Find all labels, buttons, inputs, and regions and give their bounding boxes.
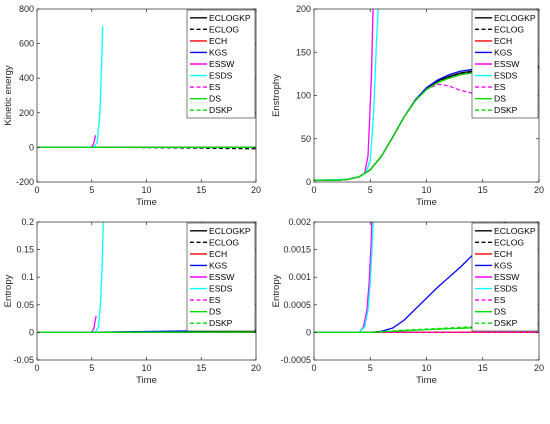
x-tick-label: 0 bbox=[311, 185, 316, 195]
legend-label-esds: ESDS bbox=[494, 284, 518, 294]
legend-label-es: ES bbox=[209, 82, 221, 92]
x-tick-label: 20 bbox=[534, 363, 544, 373]
y-tick-label: 0 bbox=[306, 327, 311, 337]
legend-label-ech: ECH bbox=[209, 249, 227, 259]
x-tick-label: 15 bbox=[196, 185, 206, 195]
y-tick-label: 0.1 bbox=[21, 272, 34, 282]
y-tick-label: 0.0015 bbox=[283, 245, 311, 255]
legend-label-dskp: DSKP bbox=[494, 105, 518, 115]
x-tick-label: 15 bbox=[478, 363, 488, 373]
chart-panel-2: 0 5 10 15 20050100150200TimeEnstrophyECLOGKP… bbox=[271, 4, 544, 208]
legend-label-es: ES bbox=[209, 295, 221, 305]
legend-label-ech: ECH bbox=[494, 249, 512, 259]
y-tick-label: 0.0005 bbox=[283, 300, 311, 310]
legend-label-kgs: KGS bbox=[494, 47, 512, 57]
legend-label-eclogkp: ECLOGKP bbox=[494, 13, 536, 23]
legend-label-essw: ESSW bbox=[209, 272, 235, 282]
x-tick-label: 15 bbox=[196, 363, 206, 373]
legend-label-ech: ECH bbox=[494, 36, 512, 46]
legend-label-esds: ESDS bbox=[209, 71, 233, 81]
y-axis-label: Entropy bbox=[3, 274, 14, 307]
y-tick-label: 0.05 bbox=[16, 300, 34, 310]
legend-label-eclogkp: ECLOGKP bbox=[209, 13, 251, 23]
legend-label-eclog: ECLOG bbox=[494, 24, 524, 34]
x-tick-label: 5 bbox=[368, 185, 373, 195]
x-tick-label: 15 bbox=[478, 185, 488, 195]
legend-label-esds: ESDS bbox=[209, 284, 233, 294]
x-tick-label: 10 bbox=[421, 363, 431, 373]
legend-label-esds: ESDS bbox=[494, 71, 518, 81]
legend-label-kgs: KGS bbox=[209, 260, 227, 270]
y-tick-label: -0.05 bbox=[13, 355, 34, 365]
legend-label-ds: DS bbox=[209, 307, 221, 317]
y-tick-label: 200 bbox=[296, 4, 311, 14]
y-tick-label: -200 bbox=[16, 177, 34, 187]
legend-label-eclog: ECLOG bbox=[494, 237, 524, 247]
y-tick-label: 0.15 bbox=[16, 245, 34, 255]
legend-label-kgs: KGS bbox=[209, 47, 227, 57]
legend-label-ds: DS bbox=[494, 307, 506, 317]
legend-label-ech: ECH bbox=[209, 36, 227, 46]
y-tick-label: 0 bbox=[29, 142, 34, 152]
y-axis-label: Kinetic energy bbox=[3, 65, 14, 125]
y-axis-label: Entropy bbox=[271, 274, 282, 307]
x-axis-label: Time bbox=[136, 197, 157, 208]
y-tick-label: 150 bbox=[296, 47, 311, 57]
legend-label-ds: DS bbox=[494, 94, 506, 104]
legend-label-es: ES bbox=[494, 82, 506, 92]
y-tick-label: 50 bbox=[301, 134, 311, 144]
legend-label-es: ES bbox=[494, 295, 506, 305]
y-tick-label: 800 bbox=[19, 4, 34, 14]
x-axis-label: Time bbox=[416, 375, 437, 386]
y-tick-label: 600 bbox=[19, 39, 34, 49]
x-tick-label: 20 bbox=[534, 185, 544, 195]
y-tick-label: -0.0005 bbox=[280, 355, 311, 365]
x-axis-label: Time bbox=[136, 375, 157, 386]
chart-panel-4: 0 5 10 15 20-0.000500.00050.0010.00150.002Ti… bbox=[271, 217, 544, 386]
x-tick-label: 0 bbox=[311, 363, 316, 373]
y-tick-label: 0.2 bbox=[21, 217, 34, 227]
legend-label-dskp: DSKP bbox=[209, 105, 233, 115]
x-tick-label: 5 bbox=[368, 363, 373, 373]
legend-label-ds: DS bbox=[209, 94, 221, 104]
y-tick-label: 0.002 bbox=[288, 217, 311, 227]
x-tick-label: 5 bbox=[89, 363, 94, 373]
legend-label-eclog: ECLOG bbox=[209, 237, 239, 247]
y-tick-label: 0 bbox=[306, 177, 311, 187]
x-axis-label: Time bbox=[416, 197, 437, 208]
x-tick-label: 0 bbox=[34, 185, 39, 195]
y-axis-label: Enstrophy bbox=[271, 74, 282, 117]
legend-label-eclogkp: ECLOGKP bbox=[209, 226, 251, 236]
x-tick-label: 0 bbox=[34, 363, 39, 373]
legend-label-dskp: DSKP bbox=[209, 318, 233, 328]
x-tick-label: 10 bbox=[141, 185, 151, 195]
x-tick-label: 5 bbox=[89, 185, 94, 195]
x-tick-label: 20 bbox=[251, 363, 261, 373]
legend-label-eclog: ECLOG bbox=[209, 24, 239, 34]
legend-label-essw: ESSW bbox=[494, 272, 520, 282]
y-tick-label: 100 bbox=[296, 91, 311, 101]
y-tick-label: 0 bbox=[29, 327, 34, 337]
y-tick-label: 0.001 bbox=[288, 272, 311, 282]
y-tick-label: 400 bbox=[19, 73, 34, 83]
legend-label-kgs: KGS bbox=[494, 260, 512, 270]
x-tick-label: 20 bbox=[251, 185, 261, 195]
x-tick-label: 10 bbox=[421, 185, 431, 195]
legend-label-essw: ESSW bbox=[209, 59, 235, 69]
legend-label-essw: ESSW bbox=[494, 59, 520, 69]
y-tick-label: 200 bbox=[19, 108, 34, 118]
legend-label-dskp: DSKP bbox=[494, 318, 518, 328]
x-tick-label: 10 bbox=[141, 363, 151, 373]
legend-label-eclogkp: ECLOGKP bbox=[494, 226, 536, 236]
chart-panel-3: 0 5 10 15 20-0.0500.050.10.150.2TimeEntropyE… bbox=[3, 217, 261, 386]
